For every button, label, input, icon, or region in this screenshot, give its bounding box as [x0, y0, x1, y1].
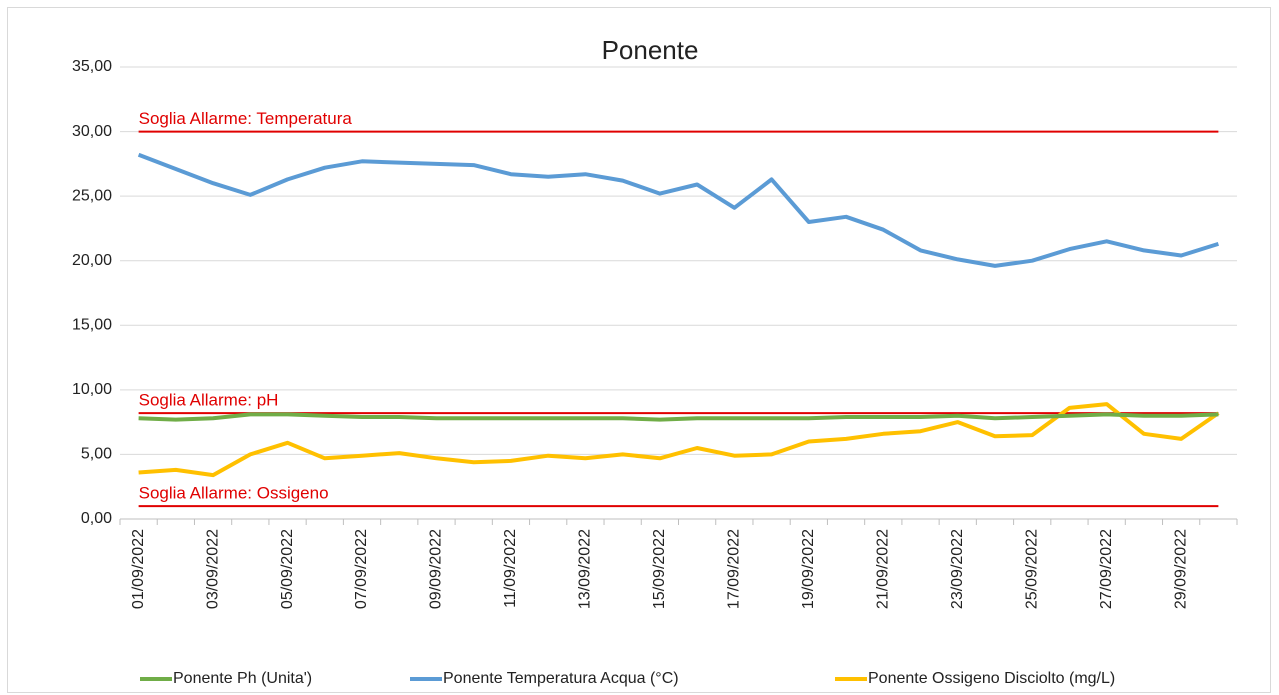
chart-title: Ponente [602, 35, 699, 65]
series-line [138, 402, 1220, 478]
x-tick-label: 09/09/2022 [428, 529, 445, 609]
x-tick-label: 19/09/2022 [800, 529, 817, 609]
x-tick-label: 17/09/2022 [726, 529, 743, 609]
threshold-label: Soglia Allarme: Temperatura [139, 109, 353, 128]
x-tick-label: 07/09/2022 [353, 529, 370, 609]
x-tick-label: 13/09/2022 [577, 529, 594, 609]
y-tick-label: 15,00 [72, 317, 112, 334]
y-tick-label: 20,00 [72, 252, 112, 269]
threshold-label: Soglia Allarme: pH [139, 391, 279, 410]
x-tick-label: 03/09/2022 [204, 529, 221, 609]
x-tick-label: 23/09/2022 [949, 529, 966, 609]
x-tick-label: 11/09/2022 [502, 529, 519, 608]
legend-label: Ponente Temperatura Acqua (°C) [443, 670, 679, 687]
y-tick-label: 5,00 [81, 446, 112, 463]
y-tick-label: 10,00 [72, 381, 112, 398]
y-tick-label: 0,00 [81, 510, 112, 527]
x-tick-label: 21/09/2022 [875, 529, 892, 609]
legend-label: Ponente Ossigeno Disciolto (mg/L) [868, 670, 1115, 687]
x-tick-label: 05/09/2022 [279, 529, 296, 609]
legend-label: Ponente Ph (Unita') [173, 670, 312, 687]
chart-border [7, 7, 1271, 693]
x-tick-label: 15/09/2022 [651, 529, 668, 609]
y-tick-label: 30,00 [72, 123, 112, 140]
x-tick-label: 01/09/2022 [130, 529, 147, 609]
y-tick-label: 25,00 [72, 187, 112, 204]
x-tick-label: 25/09/2022 [1023, 529, 1040, 609]
x-tick-label: 29/09/2022 [1172, 529, 1189, 609]
y-tick-label: 35,00 [72, 58, 112, 75]
x-tick-label: 27/09/2022 [1098, 529, 1115, 609]
threshold-label: Soglia Allarme: Ossigeno [139, 484, 329, 503]
series-line [137, 152, 1219, 268]
series-line [138, 412, 1219, 422]
